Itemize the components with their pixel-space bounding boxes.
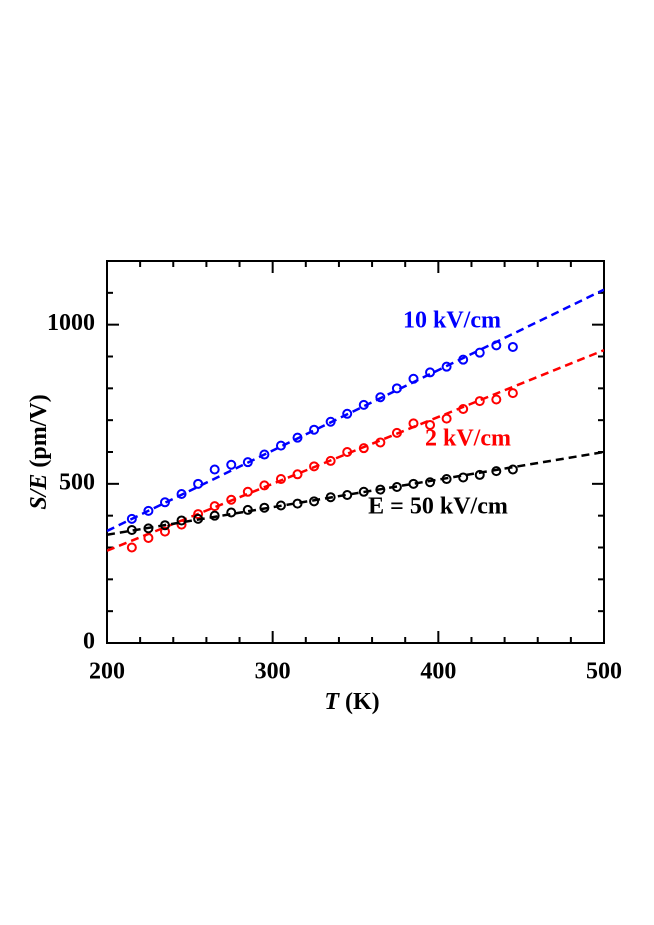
x-tick-label: 400 — [420, 659, 456, 685]
data-point — [193, 509, 204, 520]
data-point — [425, 477, 436, 488]
data-point — [126, 513, 137, 524]
y-axis-label: S/E (pm/V) — [26, 394, 52, 509]
data-point — [358, 443, 369, 454]
data-point — [209, 510, 220, 521]
data-point — [209, 464, 220, 475]
data-point — [441, 361, 452, 372]
series-label: E = 50 kV/cm — [368, 494, 508, 520]
data-point — [309, 496, 320, 507]
data-point — [159, 526, 170, 537]
y-tick-label: 500 — [59, 469, 95, 495]
data-point — [441, 413, 452, 424]
data-point — [242, 457, 253, 468]
x-label-var: T — [324, 689, 340, 715]
data-point — [176, 489, 187, 500]
y-label-unit: (pm/V) — [26, 394, 52, 467]
series-label: 10 kV/cm — [403, 308, 501, 334]
data-point — [226, 459, 237, 470]
data-point — [458, 472, 469, 483]
data-point — [507, 388, 518, 399]
x-tick-label: 200 — [89, 659, 125, 685]
fit-line — [107, 348, 604, 552]
data-point — [259, 449, 270, 460]
data-point — [507, 464, 518, 475]
data-point — [275, 474, 286, 485]
y-tick-label: 0 — [83, 629, 95, 655]
x-axis-label: T (K) — [324, 689, 379, 715]
data-point — [507, 341, 518, 352]
data-point — [159, 497, 170, 508]
data-point — [491, 394, 502, 405]
data-point — [342, 408, 353, 419]
data-point — [375, 392, 386, 403]
fit-line — [107, 450, 604, 537]
x-tick-label: 300 — [255, 659, 291, 685]
data-point — [474, 469, 485, 480]
x-label-unit: (K) — [345, 689, 380, 715]
data-point — [425, 367, 436, 378]
series-label: 2 kV/cm — [425, 426, 511, 452]
x-tick-label: 500 — [586, 659, 622, 685]
data-point — [193, 478, 204, 489]
y-tick-label: 1000 — [47, 310, 95, 336]
fit-line — [107, 288, 604, 533]
data-point — [143, 505, 154, 516]
data-point — [126, 542, 137, 553]
data-point — [425, 419, 436, 430]
y-label-var: S/E — [26, 474, 52, 510]
plot-frame — [106, 260, 605, 644]
